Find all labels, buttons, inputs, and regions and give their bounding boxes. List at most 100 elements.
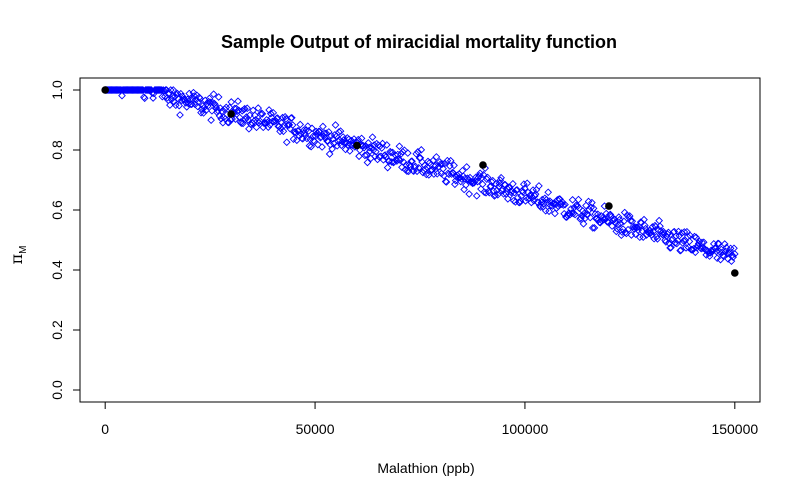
sample-point [446,156,455,165]
sample-point [190,92,199,100]
sample-point [303,122,312,131]
sample-point [586,213,595,222]
sample-point [308,124,316,133]
sample-point [535,182,543,190]
sample-point [258,110,267,118]
sample-point [715,239,723,248]
sample-point [331,121,340,129]
sample-point [720,252,728,260]
sample-point [699,238,708,247]
sample-point [606,210,615,219]
sample-point [584,197,593,206]
sample-point [235,113,244,122]
sample-point [227,98,236,106]
sample-point [552,204,561,212]
sample-point [679,236,688,245]
sample-point [451,176,460,185]
sample-point [686,231,695,240]
sample-point [635,233,644,242]
sample-point [211,101,220,109]
sample-point [325,150,334,158]
sample-point [166,86,175,94]
sample-point [144,86,152,94]
sample-point [432,153,441,161]
sample-point [639,233,648,241]
sample-point [367,143,376,152]
sample-point [718,248,727,257]
sample-point [714,239,722,248]
sample-point [323,137,331,145]
sample-point [177,89,185,98]
sample-point [393,150,402,159]
sample-point [519,180,528,189]
sample-point [339,133,347,141]
sample-point [345,147,354,155]
sample-point [570,203,579,212]
sample-point [633,223,642,231]
sample-point [206,98,215,107]
y-tick-label: 0.8 [49,140,65,160]
sample-point [461,181,470,189]
points-layer [101,86,739,277]
sample-point [567,205,575,213]
sample-point [722,243,731,252]
sample-point [262,116,271,124]
sample-point [689,244,698,253]
sample-point [412,149,421,158]
sample-point [480,188,489,196]
sample-point [439,164,447,173]
sample-point [729,253,737,261]
sample-point [279,127,288,136]
y-axis-label-symbol: π [7,254,26,265]
sample-point [266,109,275,118]
sample-point [205,94,214,103]
sample-point [169,86,178,94]
sample-point [387,148,395,157]
chart-title: Sample Output of miracidial mortality fu… [221,32,617,52]
sample-point [301,131,310,140]
sample-point [457,175,466,183]
sample-point [445,170,453,179]
sample-point [414,148,422,156]
sample-point [627,231,636,239]
sample-point [238,106,247,115]
sample-point [214,93,223,101]
sample-point [599,215,608,224]
sample-point [561,200,569,209]
sample-point [544,188,553,197]
sample-point [240,104,249,113]
sample-point [574,195,583,204]
sample-point [395,142,404,151]
sample-point [336,127,345,135]
sample-point [646,228,655,237]
sample-point [407,157,416,166]
sample-point [196,94,205,103]
x-axis-label: Malathion (ppb) [377,460,474,476]
sample-point [379,155,388,164]
sample-point [269,109,278,117]
y-tick-label: 1.0 [49,80,65,100]
sample-point [523,179,532,188]
y-tick-label: 0.0 [49,380,65,400]
sample-point [393,157,401,165]
sample-point [675,231,684,240]
sample-point [587,203,595,212]
sample-point [650,234,658,243]
sample-point [451,180,459,189]
sample-point [609,215,618,224]
sample-point [416,154,425,162]
sample-point [396,156,405,165]
sample-point [571,210,579,219]
sample-point [656,222,664,231]
sample-point [685,237,694,246]
sample-point [459,172,468,180]
sample-point [493,190,502,199]
sample-point [479,170,488,179]
sample-point [307,142,315,151]
sample-point [438,160,447,168]
sample-point [365,143,373,152]
mean-point [731,269,739,277]
mean-point [227,110,235,118]
sample-point [305,141,314,150]
sample-point [510,188,519,197]
